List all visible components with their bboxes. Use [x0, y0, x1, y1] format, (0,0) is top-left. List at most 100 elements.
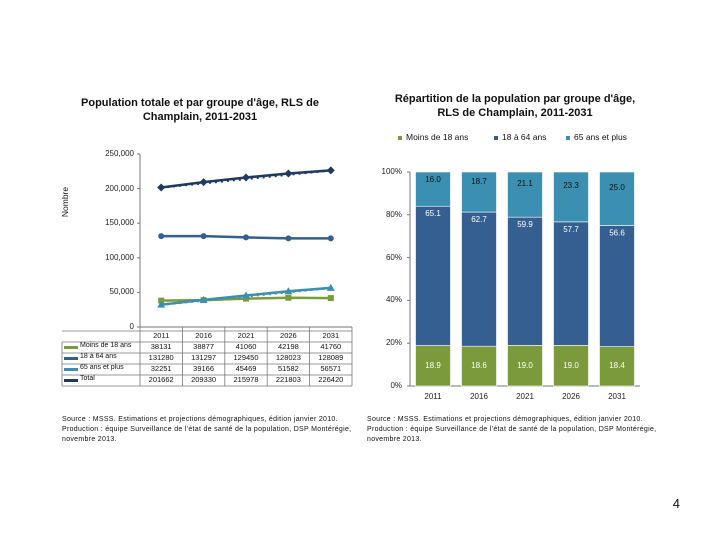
legend-label: 18 à 64 ans: [502, 132, 547, 142]
table-cell: 209330: [191, 375, 217, 384]
bar-data-label: 19.0: [563, 361, 579, 370]
bar-segment: [507, 216, 543, 346]
legend-swatch: [494, 136, 498, 140]
bar-data-label: 18.9: [425, 361, 441, 370]
x-tick-label: 2021: [516, 392, 534, 401]
line-chart-title: Population totale et par groupe d'âge, R…: [81, 97, 319, 123]
bar-data-label: 23.3: [563, 181, 579, 190]
bar-data-label: 59.9: [517, 220, 533, 229]
table-cell: 38877: [193, 342, 215, 351]
table-row-label: 18 à 64 ans: [80, 353, 117, 360]
data-point: [284, 169, 293, 178]
bar-segment: [553, 221, 589, 346]
table-legend-swatch: [64, 357, 78, 360]
bar-data-label: 62.7: [471, 215, 487, 224]
series-65 ans et plus: [157, 283, 335, 308]
data-point: [243, 295, 249, 302]
line-chart-source: Source : MSSS. Estimations et projection…: [62, 416, 352, 443]
series-Total: [157, 166, 335, 192]
table-cell: 131280: [148, 353, 174, 362]
data-point: [285, 235, 292, 242]
bar-segment: [415, 171, 451, 207]
legend-label: 65 ans et plus: [574, 132, 627, 142]
bar-segment: [553, 345, 589, 387]
data-point: [284, 287, 293, 295]
x-tick-label: 2031: [608, 392, 626, 401]
table-cell: 131297: [191, 353, 217, 362]
bar-data-label: 19.0: [517, 361, 533, 370]
table-cell: 201662: [148, 375, 174, 384]
data-point: [158, 233, 165, 240]
legend-label: Moins de 18 ans: [406, 132, 469, 142]
table-row-label: Moins de 18 ans: [80, 342, 132, 349]
bar-data-label: 16.0: [425, 175, 441, 184]
data-point: [199, 178, 208, 187]
data-point: [157, 300, 166, 308]
data-point: [327, 295, 334, 302]
y-tick-label: 80%: [385, 209, 402, 219]
bar-segment: [599, 346, 635, 387]
bar-data-label: 18.4: [609, 361, 625, 370]
y-tick-label: 100%: [381, 167, 402, 176]
bar-segment: [599, 171, 635, 226]
table-cell: 221803: [275, 375, 301, 384]
y-tick-label: 150,000: [105, 218, 134, 228]
y-tick-label: 0%: [390, 381, 402, 390]
bar-segment: [461, 171, 497, 213]
data-point: [158, 297, 165, 304]
bar-segment: [507, 345, 543, 387]
data-point: [243, 234, 249, 241]
bar-data-label: 56.6: [609, 229, 625, 238]
page-number: 4: [672, 496, 680, 511]
y-tick-label: 200,000: [105, 183, 134, 193]
table-cell: 42198: [277, 342, 299, 351]
bar-segment: [461, 211, 497, 347]
bar-chart-source: Source : MSSS. Estimations et projection…: [367, 416, 657, 443]
table-cell: 38131: [150, 342, 172, 351]
legend-swatch: [398, 136, 402, 140]
bar-chart-title: Répartition de la population par groupe …: [394, 93, 636, 119]
table-header-year: 2021: [237, 331, 255, 340]
data-point: [200, 233, 207, 240]
bar-segment: [461, 345, 497, 387]
table-cell: 226420: [318, 375, 344, 384]
y-tick-label: 50,000: [109, 287, 134, 297]
data-point: [326, 166, 335, 175]
x-tick-label: 2026: [562, 392, 580, 401]
bar-segment: [415, 345, 451, 387]
table-cell: 41760: [320, 342, 342, 351]
data-point: [327, 235, 334, 242]
data-point: [242, 291, 250, 299]
y-tick-label: 0: [129, 322, 134, 331]
table-cell: 129450: [233, 353, 259, 362]
bar-segment: [599, 225, 635, 347]
series-18 à 64 ans: [158, 233, 334, 242]
table-header-year: 2011: [153, 331, 170, 340]
data-point: [326, 283, 335, 291]
y-tick-label: 250,000: [105, 149, 134, 158]
data-point: [285, 294, 292, 301]
y-tick-label: 100,000: [105, 252, 134, 262]
table-row-label: Total: [80, 375, 95, 382]
table-cell: 215978: [233, 375, 259, 384]
table-header-year: 2016: [195, 331, 212, 340]
data-point: [242, 173, 250, 182]
data-point: [199, 295, 208, 303]
y-tick-label: 40%: [385, 295, 402, 305]
data-point: [157, 183, 166, 192]
bar-data-label: 25.0: [609, 183, 625, 192]
bar-segment: [507, 171, 543, 218]
legend-swatch: [566, 136, 570, 140]
table-cell: 32251: [150, 364, 172, 373]
x-tick-label: 2011: [424, 392, 442, 401]
table-cell: 128023: [275, 353, 301, 362]
table-row-label: 65 ans et plus: [80, 364, 124, 371]
bar-data-label: 18.7: [471, 177, 487, 186]
bar-segment: [415, 205, 451, 346]
table-cell: 39166: [193, 364, 215, 373]
table-legend-swatch: [64, 346, 78, 349]
table-cell: 51582: [277, 364, 299, 373]
bar-data-label: 18.6: [471, 361, 487, 370]
